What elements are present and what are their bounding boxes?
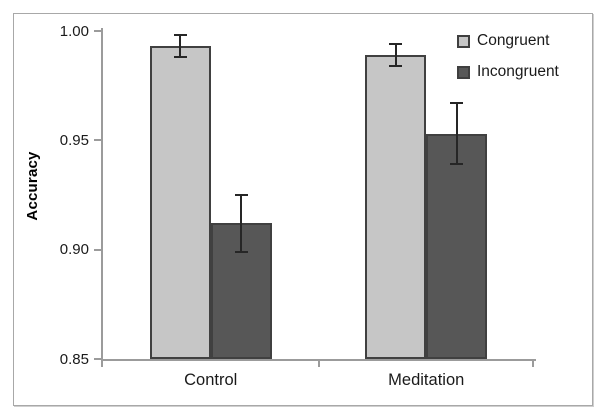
bar-control-incongruent <box>210 223 272 359</box>
plot-area: 1.00 0.95 0.90 0.85 Control Meditation <box>60 23 536 389</box>
x-tick-mark <box>532 361 534 367</box>
error-bar-control-incongruent <box>240 195 243 252</box>
error-bar-control-incongruent-bottom-cap <box>234 250 248 253</box>
error-bar-control-incongruent-top-cap <box>234 194 248 196</box>
legend-item-congruent: Congruent <box>457 29 559 53</box>
x-tick-mark <box>101 361 103 367</box>
y-tick-label: 0.85 <box>59 350 89 368</box>
bar-control-congruent <box>149 46 211 359</box>
error-bar-control-congruent-top-cap <box>173 34 187 37</box>
y-tick-mark <box>94 248 101 251</box>
error-bar-meditation-congruent-top-cap <box>389 43 403 46</box>
y-tick-mark <box>94 30 101 32</box>
y-tick-label: 0.95 <box>59 131 89 149</box>
error-bar-meditation-incongruent-top-cap <box>450 102 464 105</box>
x-category-label-meditation: Meditation <box>388 371 465 389</box>
y-tick-mark <box>94 358 101 360</box>
legend-swatch-congruent <box>457 34 470 48</box>
bar-meditation-congruent <box>365 55 427 359</box>
accuracy-bar-chart: 1.00 0.95 0.90 0.85 Control Meditation Accur… <box>13 13 593 406</box>
legend: Congruent Incongruent <box>457 29 559 91</box>
error-bar-meditation-congruent-bottom-cap <box>389 64 403 67</box>
error-bar-meditation-incongruent-bottom-cap <box>450 163 464 166</box>
error-bar-control-congruent <box>179 35 182 58</box>
legend-label-congruent: Congruent <box>477 32 550 49</box>
error-bar-meditation-congruent <box>394 44 397 66</box>
legend-label-incongruent: Incongruent <box>477 63 559 80</box>
legend-item-incongruent: Incongruent <box>457 60 559 84</box>
y-axis-line <box>101 28 103 361</box>
y-axis-title: Accuracy <box>24 151 41 221</box>
error-bar-meditation-incongruent <box>455 103 458 165</box>
y-tick-label: 0.90 <box>59 241 89 259</box>
y-tick-label: 1.00 <box>59 22 89 40</box>
legend-swatch-incongruent <box>457 65 470 79</box>
x-tick-mark <box>317 361 320 367</box>
error-bar-control-congruent-bottom-cap <box>173 56 187 59</box>
bar-meditation-incongruent <box>426 133 488 359</box>
x-category-label-control: Control <box>184 371 238 389</box>
x-axis-line <box>101 359 536 361</box>
y-tick-mark <box>94 139 101 142</box>
